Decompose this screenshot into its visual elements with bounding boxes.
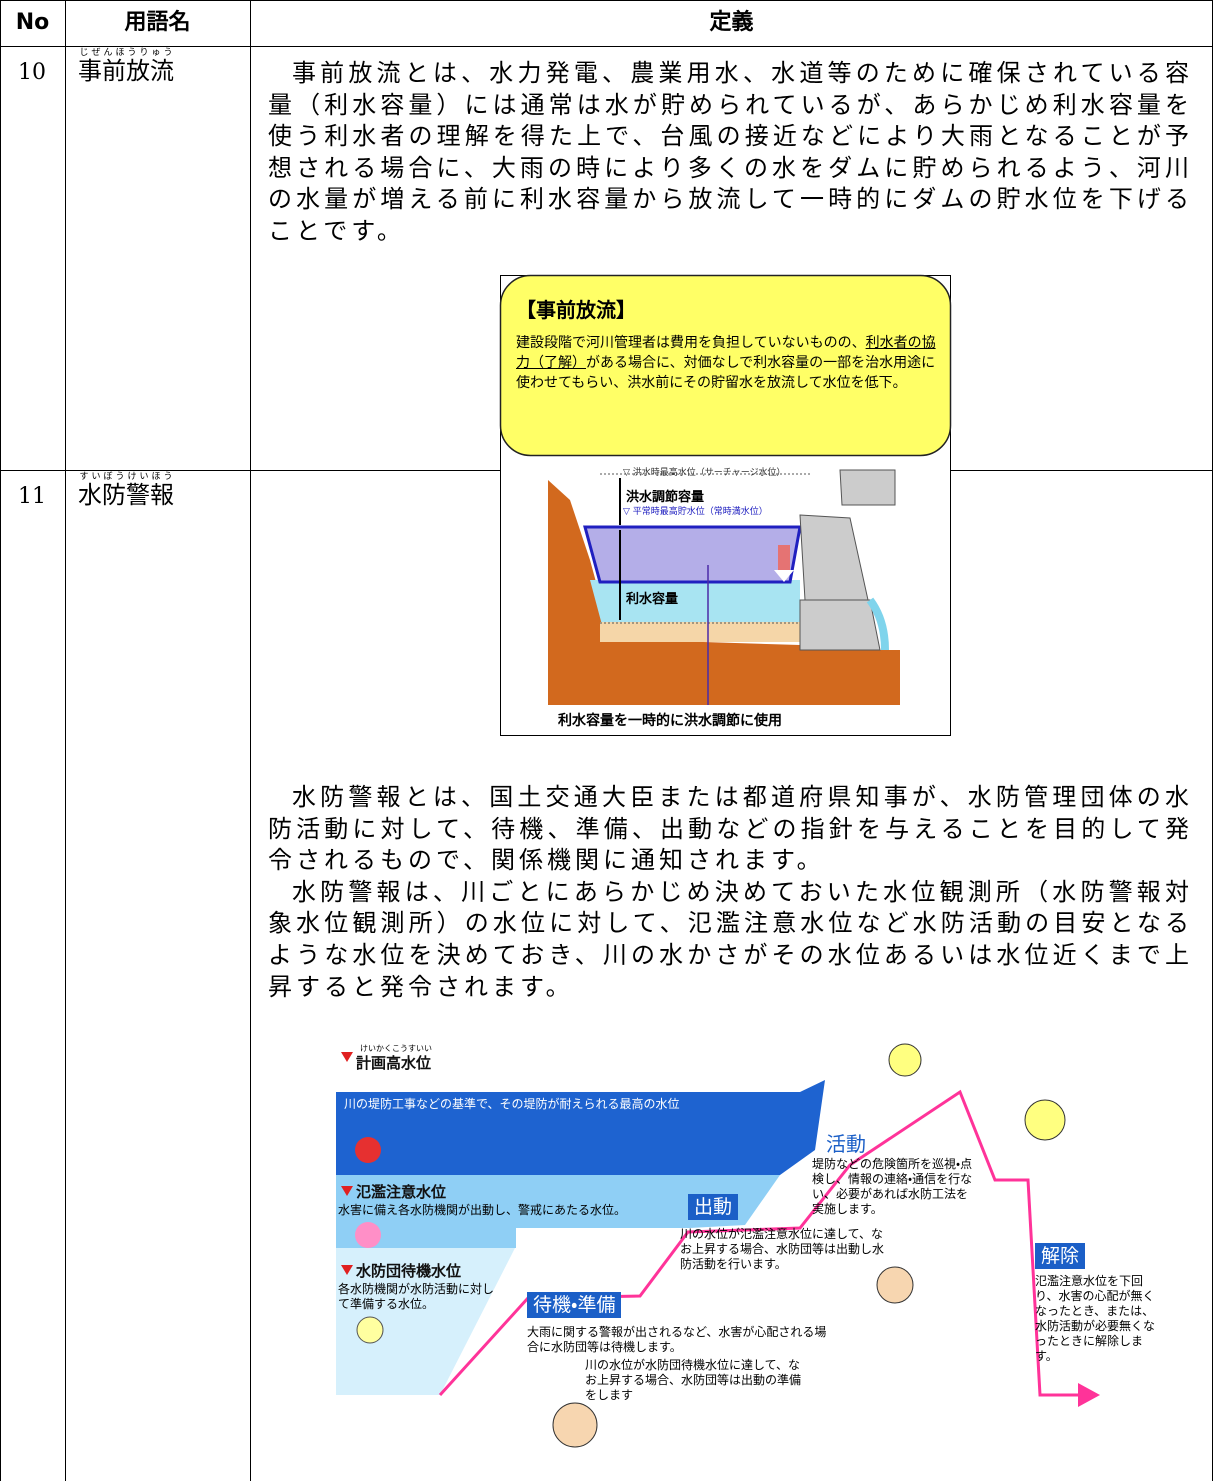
definition: 水防警報とは、国土交通大臣または都道府県知事が、水防管理団体の水防活動に対して、… bbox=[268, 782, 1193, 1003]
row-number: 11 bbox=[18, 484, 46, 509]
figure-text-underlined: 利水者の協力（了解） bbox=[516, 335, 936, 371]
level-name: 水防団待機水位 bbox=[356, 1262, 462, 1280]
dam-label: 洪水調節容量 bbox=[626, 490, 705, 505]
level-name: 氾濫注意水位 bbox=[356, 1183, 447, 1201]
term-reading: じぜんほうりゅう bbox=[78, 48, 174, 58]
term: 事前放流じぜんほうりゅう bbox=[78, 48, 174, 86]
figure-text: 建設段階で河川管理者は費用を負担していないものの、 bbox=[516, 335, 866, 351]
definition: 事前放流とは、水力発電、農業用水、水道等のために確保されている容量（利水容量）に… bbox=[268, 58, 1193, 248]
definition-paragraph: 水防警報は、川ごとにあらかじめ決めておいた水位観測所（水防警報対象水位観測所）の… bbox=[268, 877, 1193, 1001]
stage-description: 川の水位が氾濫注意水位に達して、なお上昇する場合、水防団等は出動し水防活動を行い… bbox=[680, 1227, 885, 1271]
figure-dam bbox=[499, 274, 952, 736]
level-description: 各水防機関が水防活動に対して準備する水位。 bbox=[338, 1282, 495, 1311]
header-definition: 定義 bbox=[709, 10, 754, 35]
definition-paragraph: 事前放流とは、水力発電、農業用水、水道等のために確保されている容量（利水容量）に… bbox=[268, 59, 1193, 245]
figure-flood-levels bbox=[336, 1043, 1100, 1448]
header-term: 用語名 bbox=[124, 10, 191, 35]
level-description: 水害に備え各水防機関が出動し、警戒にあたる水位。 bbox=[338, 1203, 627, 1217]
level-name: 計画高水位 bbox=[356, 1054, 432, 1072]
figure-body: 建設段階で河川管理者は費用を負担していないものの、利水者の協力（了解）がある場合… bbox=[516, 333, 936, 393]
figure-text: がある場合に、対価なしで利水容量の一部を治水用途に使わせてもらい、洪水前にその貯… bbox=[516, 355, 936, 391]
level-reading: けいかくこうすいい bbox=[360, 1044, 432, 1053]
stage-name: 出動 bbox=[688, 1194, 739, 1220]
term-name: 事前放流 bbox=[78, 57, 174, 85]
stage-description: 氾濫注意水位を下回り、水害の心配が無くなったとき、または、水防活動が必要無くなっ… bbox=[1035, 1274, 1156, 1363]
figure-title: 【事前放流】 bbox=[516, 298, 636, 322]
row-number: 10 bbox=[18, 60, 46, 85]
term-name: 水防警報 bbox=[78, 481, 174, 509]
figure-caption: 利水容量を一時的に洪水調節に使用 bbox=[558, 713, 782, 729]
dam-label: 利水容量 bbox=[626, 592, 679, 607]
level-description: 川の堤防工事などの基準で、その堤防が耐えられる最高の水位 bbox=[344, 1097, 680, 1111]
stage-name: 待機・準備 bbox=[527, 1292, 622, 1318]
stage-name: 解除 bbox=[1035, 1243, 1086, 1269]
term: 水防警報すいぼうけいほう bbox=[78, 472, 174, 510]
stage-name: 活動 bbox=[826, 1132, 866, 1156]
term-reading: すいぼうけいほう bbox=[78, 472, 174, 482]
stage-description: 大雨に関する警報が出されるなど、水害が心配される場合に水防団等は待機します。 bbox=[527, 1325, 827, 1354]
stage-description: 堤防などの危険箇所を巡視・点検し、情報の連絡・通信を行ない、必要があれば水防工法… bbox=[812, 1157, 973, 1216]
header-no: No bbox=[15, 10, 50, 35]
dam-label: ▽ 洪水時最高水位（サーチャージ水位） bbox=[623, 468, 786, 478]
stage-description: 川の水位が水防団待機水位に達して、なお上昇する場合、水防団等は出動の準備をします bbox=[585, 1358, 802, 1402]
dam-label: ▽ 平常時最高貯水位（常時満水位） bbox=[623, 507, 768, 517]
definition-paragraph: 水防警報とは、国土交通大臣または都道府県知事が、水防管理団体の水防活動に対して、… bbox=[268, 783, 1193, 875]
